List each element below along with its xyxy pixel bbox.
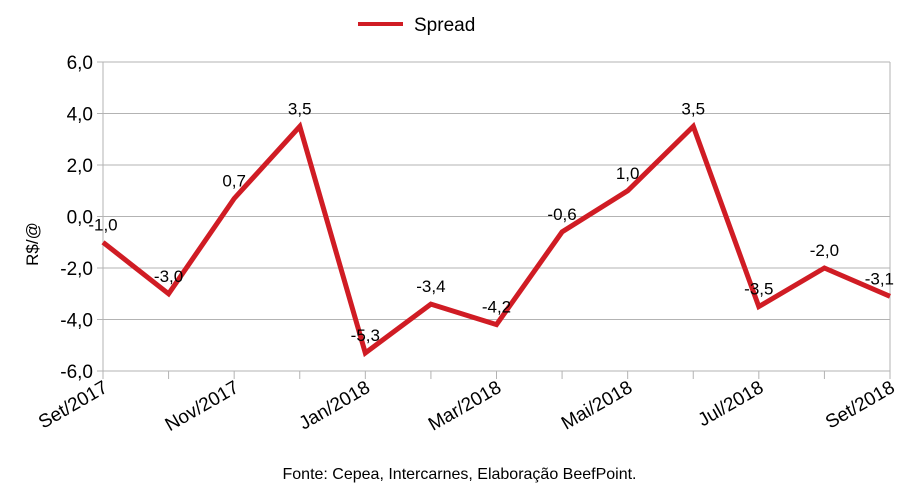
data-label: -5,3 [351,326,380,345]
legend: Spread [358,15,475,36]
series-line-spread [101,121,891,358]
legend-label: Spread [414,15,475,36]
source-note: Fonte: Cepea, Intercarnes, Elaboração Be… [282,466,637,483]
data-labels: -1,0 -3,0 0,7 3,5 -5,3 -3,4 -4,2 -0,6 1,0 3,5 -3,5… [88,99,894,345]
y-tick-label: 2,0 [67,156,93,177]
data-label: -3,4 [416,277,445,296]
y-tick-label: -2,0 [60,259,93,280]
data-label: -3,5 [744,280,773,299]
y-tick-label: 0,0 [67,208,93,229]
data-label: 3,5 [288,99,312,118]
x-tick-label: Set/2017 [35,377,111,433]
data-label: -3,0 [154,267,183,286]
x-tick-label: Jan/2018 [296,377,374,434]
y-tick-label: 4,0 [67,105,93,126]
y-tick-label: -6,0 [60,362,93,383]
y-tick-labels: 6,0 4,0 2,0 0,0 -2,0 -4,0 -6,0 [60,53,93,383]
data-label: -4,2 [482,298,511,317]
y-axis-label: R$/@ [23,222,42,266]
data-label: -0,6 [547,205,576,224]
x-tick-label: Mar/2018 [425,377,505,435]
data-label: 0,7 [222,171,246,190]
data-label: -3,1 [865,269,894,288]
y-tick-label: -4,0 [60,311,93,332]
x-tick-label: Jul/2018 [695,377,768,431]
data-label: 3,5 [681,99,705,118]
y-tick-label: 6,0 [67,53,93,74]
x-tick-labels: Set/2017 Nov/2017 Jan/2018 Mar/2018 Mai/2018… [35,377,898,436]
x-tick-label: Mai/2018 [558,377,636,434]
data-label: 1,0 [616,164,640,183]
x-tick-label: Nov/2017 [162,377,243,436]
x-tick-label: Set/2018 [822,377,898,433]
data-label: -1,0 [88,215,117,234]
data-label: -2,0 [810,241,839,260]
axes [97,61,891,379]
series-spread [101,121,891,358]
